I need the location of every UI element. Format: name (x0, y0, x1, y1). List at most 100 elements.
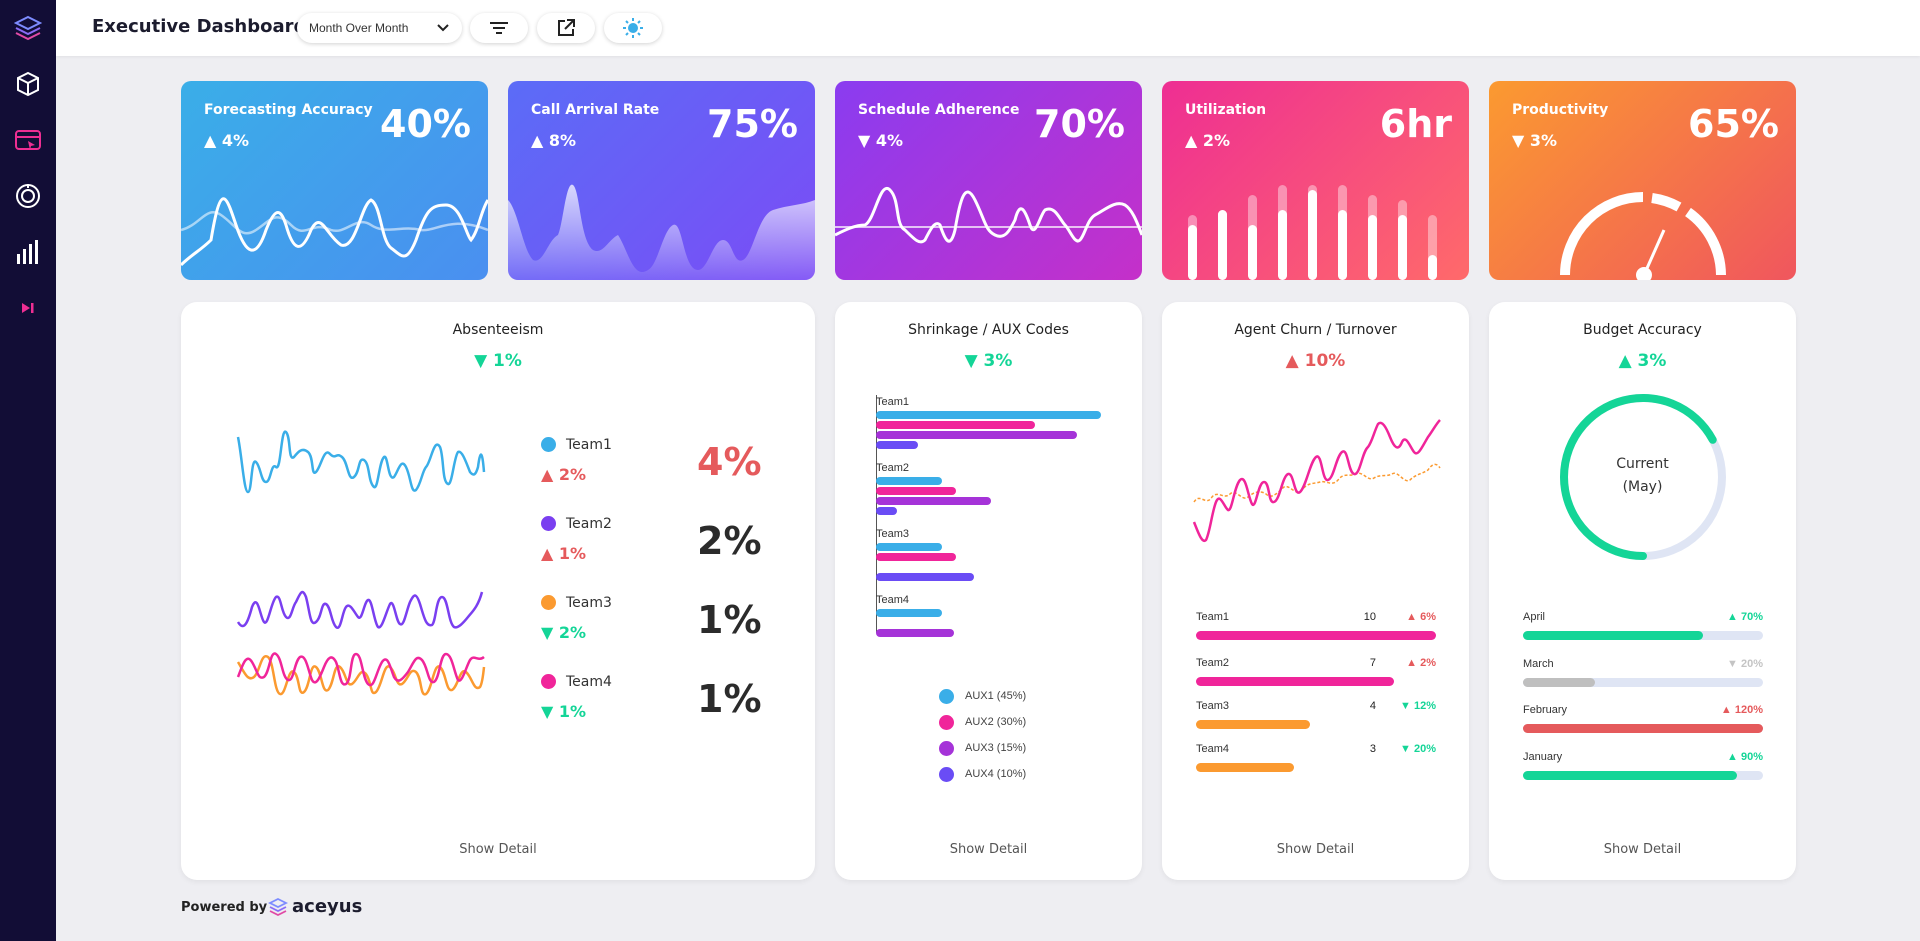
budget-fill (1523, 771, 1737, 780)
layers-logo-icon[interactable] (14, 14, 42, 42)
page-title: Executive Dashboard (92, 16, 307, 37)
legend-dot (541, 674, 556, 689)
team-value: 1% (697, 677, 762, 721)
absenteeism-panel: Absenteeism ▼ 1% Team1 ▲ 2% 4% Team2 ▲ 1… (181, 302, 815, 880)
churn-bar (1196, 677, 1394, 686)
team-value: 4% (697, 440, 762, 484)
budget-fill (1523, 724, 1763, 733)
kpi-title: Call Arrival Rate (531, 102, 660, 118)
aux1-bar (876, 609, 942, 617)
legend-dot (541, 595, 556, 610)
kpi-value: 40% (380, 102, 471, 146)
legend-dot (939, 767, 954, 782)
aux4-bar (876, 441, 918, 449)
kpi-gauge (1560, 192, 1726, 280)
browser-pointer-icon[interactable] (14, 127, 42, 155)
budget-track (1523, 724, 1763, 733)
filter-icon (490, 22, 508, 34)
show-detail-link[interactable]: Show Detail (459, 842, 537, 857)
kpi-title: Productivity (1512, 102, 1609, 118)
chevron-down-icon (437, 24, 449, 32)
team-delta: ▲ 2% (541, 465, 587, 484)
shrinkage-team-label: Team2 (876, 462, 910, 474)
bar-chart-icon[interactable] (14, 238, 42, 266)
cube-icon[interactable] (14, 70, 42, 98)
show-detail-link[interactable]: Show Detail (1276, 842, 1355, 857)
kpi-card-forecasting-accuracy[interactable]: Forecasting Accuracy ▲ 4% 40% (181, 81, 488, 280)
export-button[interactable] (537, 13, 595, 43)
filter-button[interactable] (470, 13, 528, 43)
kpi-delta: ▲ 8% (531, 131, 577, 150)
legend-dot (939, 715, 954, 730)
target-icon[interactable] (14, 182, 42, 210)
legend-dot (939, 741, 954, 756)
team-name: Team3 (1196, 700, 1230, 712)
kpi-value: 6hr (1379, 102, 1452, 146)
month-name: February (1523, 704, 1568, 716)
month-name: April (1523, 611, 1546, 623)
team-delta: ▼ 20% (1400, 743, 1436, 755)
aux3-bar (876, 629, 954, 637)
team-count: 7 (1369, 657, 1376, 669)
brand-logo[interactable]: aceyus (268, 896, 362, 917)
team-delta: ▲ 1% (541, 544, 587, 563)
team-value: 2% (697, 519, 762, 563)
team-count: 4 (1369, 700, 1376, 712)
aux4-bar (876, 573, 974, 581)
absenteeism-sparklines (236, 430, 486, 696)
month-name: March (1523, 658, 1554, 670)
kpi-card-schedule-adherence[interactable]: Schedule Adherence ▼ 4% 70% (835, 81, 1142, 280)
theme-toggle-button[interactable] (604, 13, 662, 43)
show-detail-link[interactable]: Show Detail (1603, 842, 1682, 857)
sidebar (0, 0, 56, 941)
panel-title: Budget Accuracy (1583, 322, 1702, 338)
budget-accuracy-panel: Budget Accuracy ▲ 3% Current (May) April… (1489, 302, 1796, 880)
month-delta: ▼ 20% (1727, 658, 1763, 670)
aux2-bar (876, 553, 956, 561)
team-delta: ▼ 2% (541, 623, 587, 642)
month-name: January (1523, 751, 1563, 763)
aceyus-logo-icon (268, 897, 288, 916)
team-name: Team2 (566, 516, 612, 532)
kpi-sparkline (181, 197, 488, 267)
kpi-value: 75% (707, 102, 798, 146)
kpi-title: Forecasting Accuracy (204, 102, 373, 118)
budget-gauge (1560, 394, 1726, 560)
team-name: Team1 (1196, 611, 1230, 623)
show-detail-link[interactable]: Show Detail (949, 842, 1028, 857)
kpi-card-call-arrival-rate[interactable]: Call Arrival Rate ▲ 8% 75% (508, 81, 815, 280)
top-header: Executive Dashboard Month Over Month (56, 0, 1920, 56)
team-delta: ▲ 6% (1406, 611, 1436, 623)
period-select[interactable]: Month Over Month (297, 13, 462, 43)
kpi-value: 65% (1688, 102, 1779, 146)
aux2-bar (876, 421, 1035, 429)
shrinkage-panel: Shrinkage / AUX Codes ▼ 3% Team1 Team2 T… (835, 302, 1142, 880)
panel-delta: ▲ 3% (1618, 351, 1667, 371)
kpi-delta: ▲ 2% (1185, 131, 1231, 150)
churn-bar (1196, 720, 1310, 729)
legend-label: AUX2 (30%) (965, 716, 1027, 728)
external-link-icon (558, 19, 575, 36)
brand-name: aceyus (292, 896, 363, 917)
budget-fill (1523, 631, 1703, 640)
team-delta: ▼ 12% (1400, 700, 1436, 712)
panel-title: Absenteeism (452, 322, 544, 338)
aux4-bar (876, 507, 897, 515)
aux1-bar (876, 411, 1101, 419)
team-delta: ▼ 1% (541, 702, 587, 721)
skip-forward-icon[interactable] (14, 294, 42, 322)
kpi-card-productivity[interactable]: Productivity ▼ 3% 65% (1489, 81, 1796, 280)
kpi-card-utilization[interactable]: Utilization ▲ 2% 6hr (1162, 81, 1469, 280)
legend-dot (541, 437, 556, 452)
budget-track (1523, 678, 1763, 687)
panel-delta: ▼ 1% (474, 351, 522, 371)
team-name: Team4 (566, 674, 612, 690)
legend-dot (939, 689, 954, 704)
month-delta: ▲ 90% (1727, 751, 1763, 763)
legend-dot (541, 516, 556, 531)
kpi-title: Schedule Adherence (858, 102, 1020, 118)
powered-by-label: Powered by (181, 900, 268, 915)
shrinkage-team-label: Team4 (876, 594, 910, 606)
kpi-sparkline (835, 186, 1142, 244)
period-select-label: Month Over Month (309, 21, 409, 35)
